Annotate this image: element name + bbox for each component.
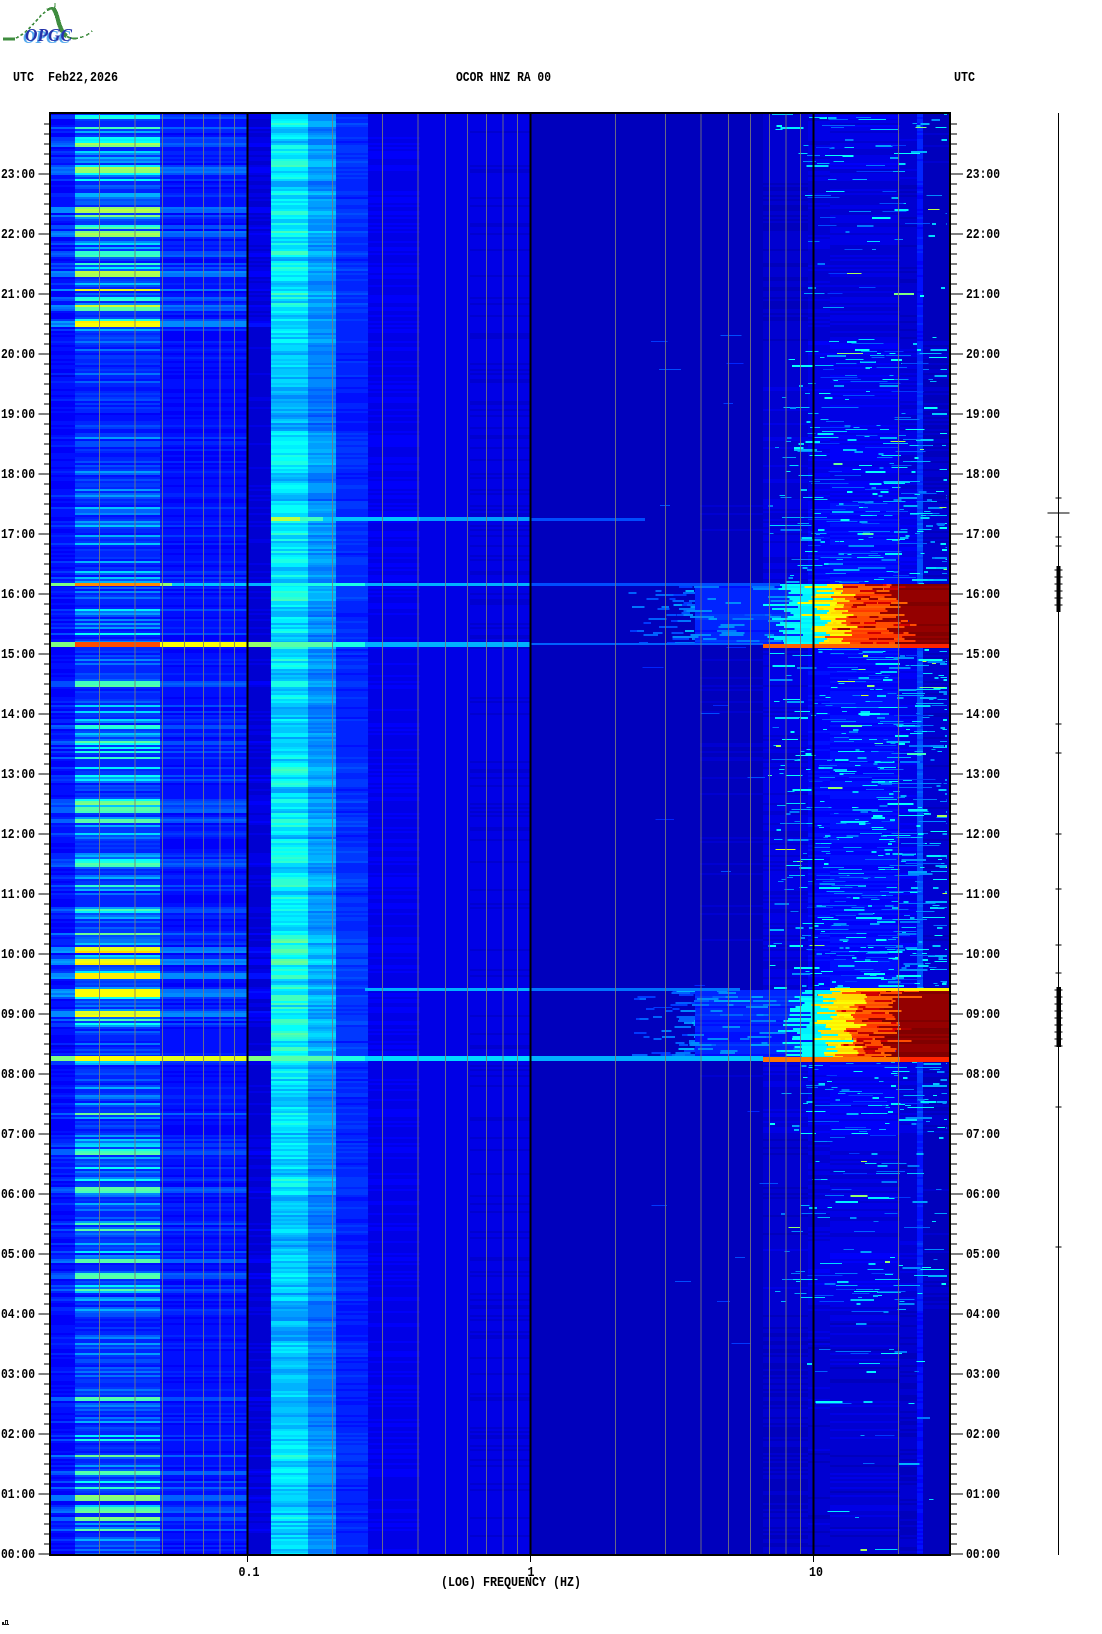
svg-text:1: 1 — [528, 1565, 535, 1581]
svg-text:19:00: 19:00 — [966, 407, 1000, 423]
svg-text:05:00: 05:00 — [966, 1247, 1000, 1263]
svg-text:14:00: 14:00 — [966, 707, 1000, 723]
svg-text:07:00: 07:00 — [966, 1127, 1000, 1143]
svg-text:09:00: 09:00 — [1, 1007, 35, 1023]
svg-text:15:00: 15:00 — [966, 647, 1000, 663]
svg-text:17:00: 17:00 — [966, 527, 1000, 543]
svg-text:10: 10 — [809, 1565, 823, 1581]
svg-text:22:00: 22:00 — [966, 227, 1000, 243]
svg-text:19:00: 19:00 — [1, 407, 35, 423]
svg-text:18:00: 18:00 — [1, 467, 35, 483]
svg-text:01:00: 01:00 — [1, 1487, 35, 1503]
svg-text:03:00: 03:00 — [966, 1367, 1000, 1383]
svg-text:12:00: 12:00 — [1, 827, 35, 843]
svg-text:11:00: 11:00 — [1, 887, 35, 903]
svg-text:04:00: 04:00 — [966, 1307, 1000, 1323]
svg-text:18:00: 18:00 — [966, 467, 1000, 483]
svg-text:23:00: 23:00 — [1, 167, 35, 183]
svg-text:13:00: 13:00 — [1, 767, 35, 783]
svg-text:20:00: 20:00 — [966, 347, 1000, 363]
svg-text:03:00: 03:00 — [1, 1367, 35, 1383]
svg-text:Feb22,2026: Feb22,2026 — [48, 70, 118, 86]
svg-text:21:00: 21:00 — [1, 287, 35, 303]
svg-text:16:00: 16:00 — [966, 587, 1000, 603]
svg-text:23:00: 23:00 — [966, 167, 1000, 183]
svg-text:12:00: 12:00 — [966, 827, 1000, 843]
svg-text:15:00: 15:00 — [1, 647, 35, 663]
svg-text:22:00: 22:00 — [1, 227, 35, 243]
svg-text:06:00: 06:00 — [1, 1187, 35, 1203]
svg-text:OPGC: OPGC — [25, 25, 73, 45]
svg-text:02:00: 02:00 — [966, 1427, 1000, 1443]
svg-text:16:00: 16:00 — [1, 587, 35, 603]
svg-text:UTC: UTC — [13, 70, 34, 86]
svg-text:14:00: 14:00 — [1, 707, 35, 723]
svg-text:07:00: 07:00 — [1, 1127, 35, 1143]
svg-text:00:00: 00:00 — [1, 1547, 35, 1563]
svg-text:11:00: 11:00 — [966, 887, 1000, 903]
svg-text:00:00: 00:00 — [966, 1547, 1000, 1563]
svg-text:02:00: 02:00 — [1, 1427, 35, 1443]
svg-text:20:00: 20:00 — [1, 347, 35, 363]
svg-text:08:00: 08:00 — [1, 1067, 35, 1083]
svg-text:01:00: 01:00 — [966, 1487, 1000, 1503]
svg-text:OPGC: OPGC — [23, 27, 71, 47]
svg-text:04:00: 04:00 — [1, 1307, 35, 1323]
svg-text:13:00: 13:00 — [966, 767, 1000, 783]
svg-text:0.1: 0.1 — [239, 1565, 260, 1581]
svg-text:06:00: 06:00 — [966, 1187, 1000, 1203]
svg-text:10:00: 10:00 — [966, 947, 1000, 963]
svg-text:08:00: 08:00 — [966, 1067, 1000, 1083]
svg-text:05:00: 05:00 — [1, 1247, 35, 1263]
svg-text:09:00: 09:00 — [966, 1007, 1000, 1023]
svg-text:17:00: 17:00 — [1, 527, 35, 543]
svg-text:UTC: UTC — [954, 70, 975, 86]
svg-text:OCOR HNZ RA 00: OCOR HNZ RA 00 — [456, 70, 551, 86]
svg-text:(LOG) FREQUENCY (HZ): (LOG) FREQUENCY (HZ) — [441, 1575, 581, 1591]
svg-text:21:00: 21:00 — [966, 287, 1000, 303]
svg-text:10:00: 10:00 — [1, 947, 35, 963]
